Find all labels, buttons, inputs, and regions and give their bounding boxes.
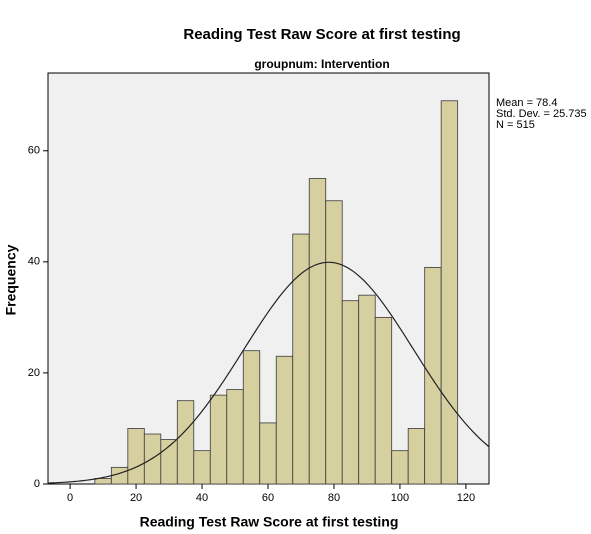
- bar: [374, 316, 393, 485]
- bar: [275, 355, 294, 485]
- bar: [292, 233, 310, 485]
- plot-area: [47, 72, 490, 485]
- bar: [308, 178, 327, 485]
- bar: [242, 350, 261, 485]
- bar: [407, 428, 426, 485]
- bar: [143, 433, 162, 485]
- y-tick-label: 0: [34, 478, 40, 490]
- y-axis-title: Frequency: [3, 244, 19, 315]
- bar: [226, 389, 244, 485]
- chart-title: Reading Test Raw Score at first testing: [183, 26, 460, 43]
- x-tick-label: 80: [328, 492, 340, 504]
- bar: [110, 466, 129, 485]
- bar: [325, 200, 343, 485]
- stat-n: N = 515: [496, 119, 535, 131]
- x-tick-label: 40: [196, 492, 208, 504]
- bar: [176, 400, 195, 485]
- x-axis-title: Reading Test Raw Score at first testing: [140, 514, 399, 530]
- normal-curve: [47, 261, 490, 484]
- bar: [193, 450, 211, 485]
- bar: [424, 266, 442, 485]
- bar: [391, 450, 409, 485]
- x-tick-label: 120: [457, 492, 475, 504]
- x-tick-label: 60: [262, 492, 274, 504]
- bar: [127, 428, 145, 485]
- y-tick-label: 20: [28, 367, 40, 379]
- bar: [440, 100, 459, 485]
- x-tick-label: 100: [391, 492, 409, 504]
- bar: [358, 294, 376, 485]
- bar: [209, 394, 228, 485]
- bar: [94, 478, 112, 485]
- bar: [259, 422, 277, 485]
- x-tick-label: 0: [67, 492, 73, 504]
- stat-sd: Std. Dev. = 25.735: [496, 108, 587, 120]
- chart-subtitle: groupnum: Intervention: [254, 57, 389, 71]
- y-tick-label: 40: [28, 256, 40, 268]
- bar: [341, 300, 360, 485]
- y-tick-label: 60: [28, 145, 40, 157]
- stat-mean: Mean = 78.4: [496, 97, 557, 109]
- x-tick-label: 20: [130, 492, 142, 504]
